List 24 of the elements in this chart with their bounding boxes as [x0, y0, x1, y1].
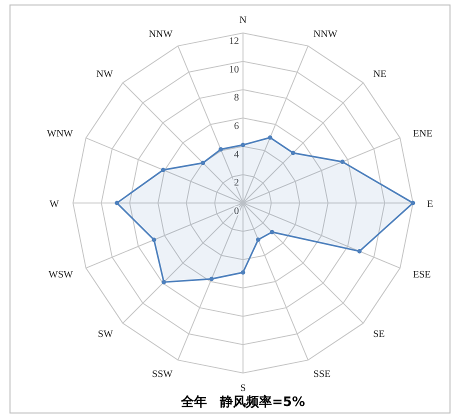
y-tick-label: 8 [234, 92, 239, 104]
y-tick-label: 12 [229, 36, 239, 47]
spoke-label: E [427, 199, 434, 210]
spoke-label: SE [373, 329, 385, 340]
spoke-label: ENE [412, 128, 432, 140]
text: 全年 静风频率=5% [180, 394, 305, 410]
spoke-label: WSW [48, 269, 74, 280]
spoke-label: SSE [313, 368, 331, 380]
y-tick-label: 2 [234, 178, 239, 189]
spoke-label: NE [373, 68, 386, 80]
y-tick-label: 6 [234, 121, 239, 132]
spoke-label: S [240, 383, 246, 394]
spoke-label: N [239, 15, 247, 26]
spoke-label: SW [98, 329, 114, 340]
spoke-label: NW [96, 68, 114, 80]
spoke-label: WNW [46, 128, 74, 140]
spoke-label: SSW [152, 368, 174, 380]
y-tick-label: 0 [234, 206, 239, 217]
spoke-label: NNW [148, 29, 174, 40]
spoke-label: NNW [313, 29, 338, 40]
spoke-label: ESE [412, 269, 431, 280]
y-tick-label: 10 [229, 64, 239, 76]
spoke-label: W [50, 199, 60, 210]
y-tick-label: 4 [234, 149, 239, 160]
